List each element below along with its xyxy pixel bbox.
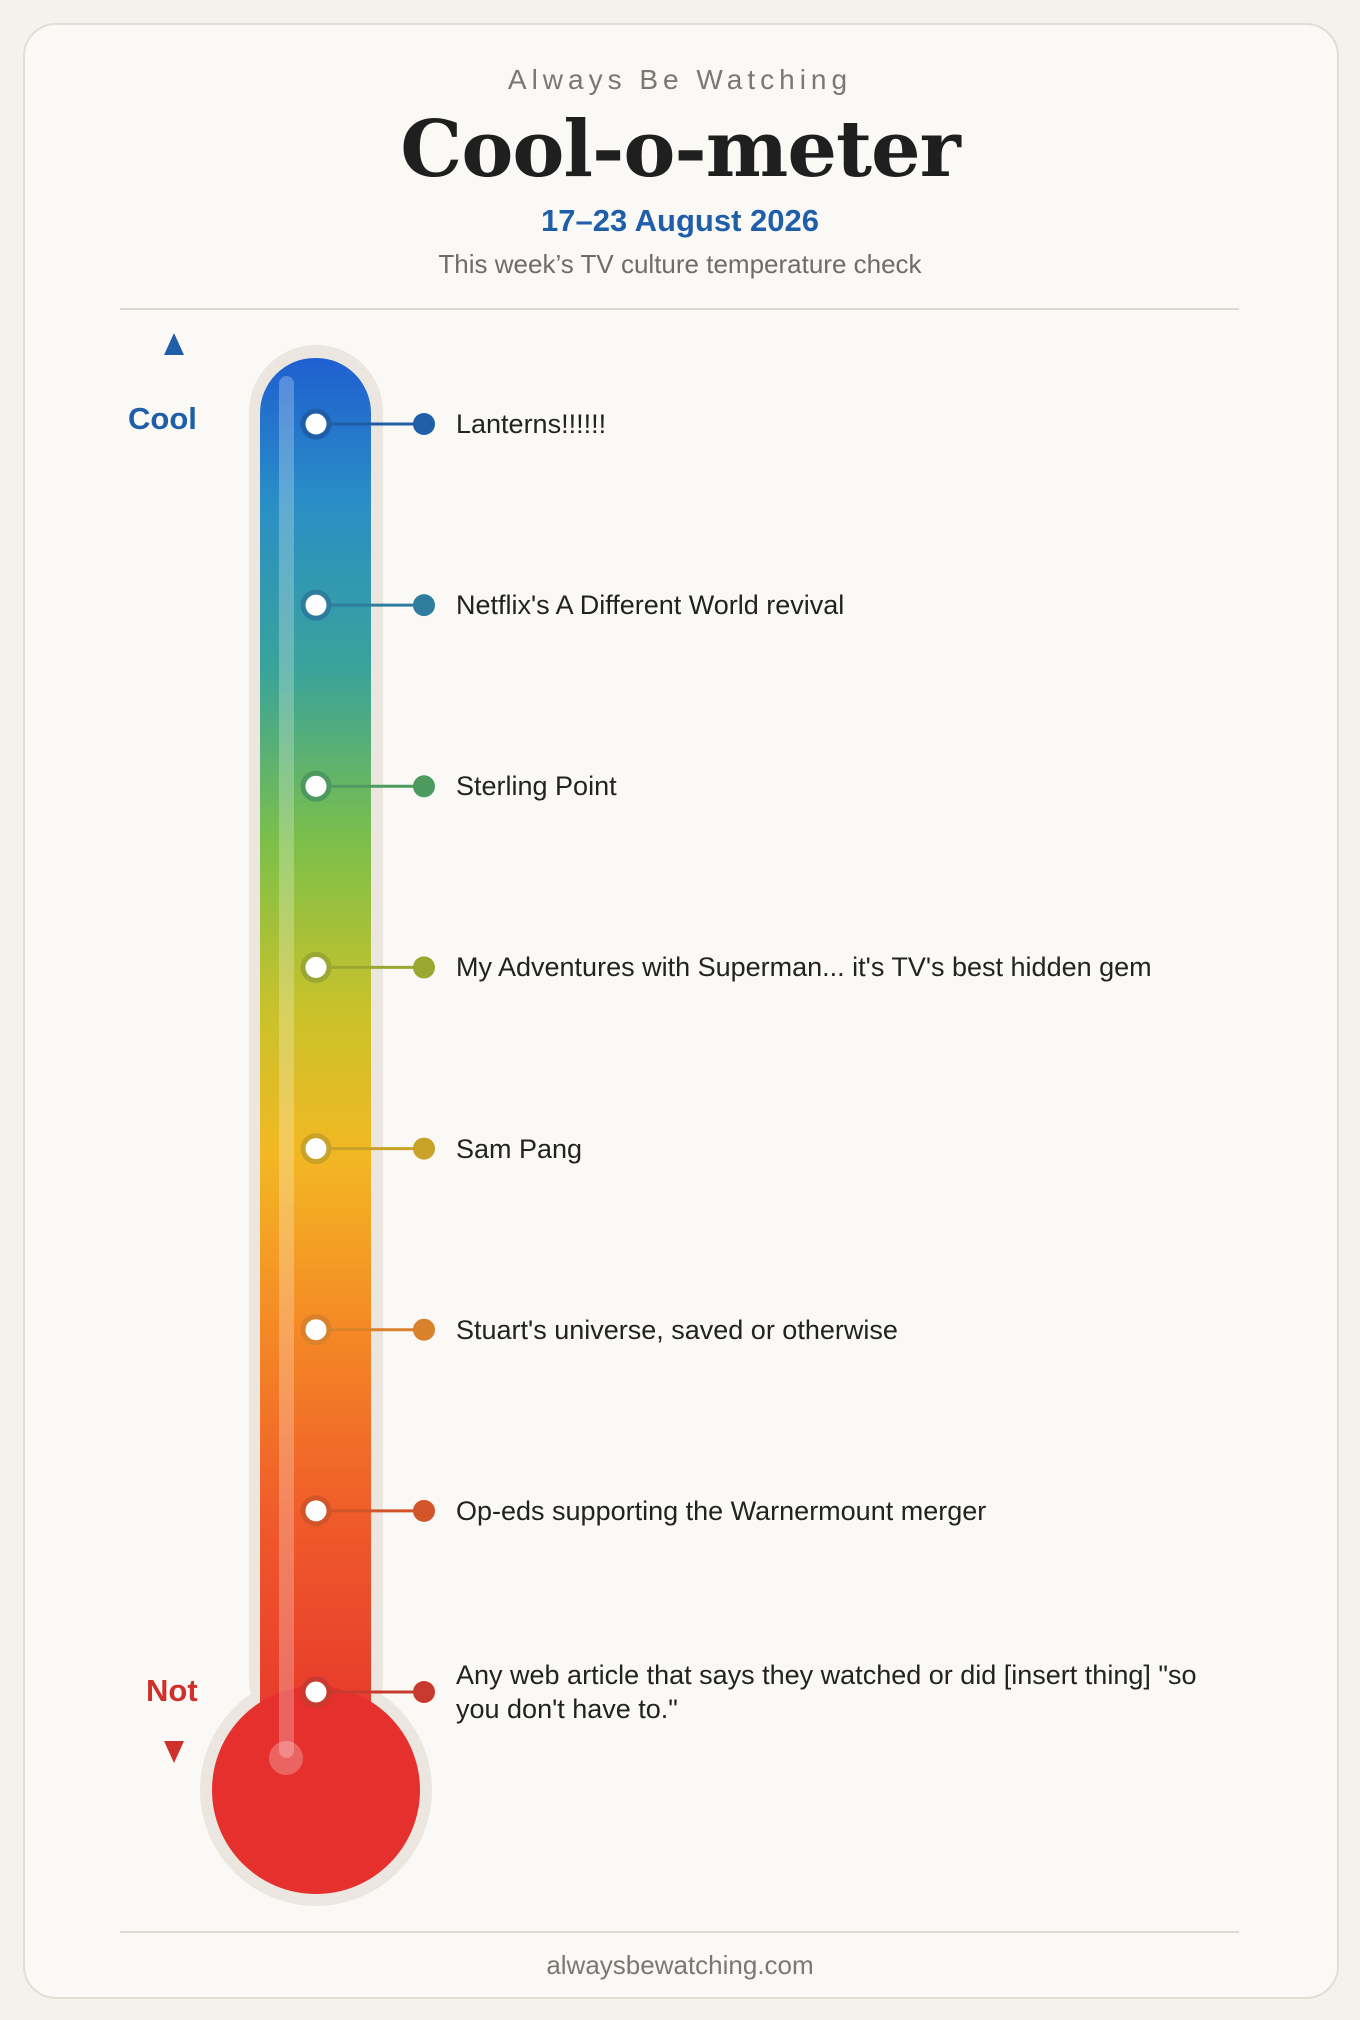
card xyxy=(23,23,1339,1999)
divider xyxy=(120,1931,1239,1933)
item-text: Op-eds supporting the Warnermount merger xyxy=(456,1495,987,1526)
marker-ring xyxy=(300,1676,332,1708)
marker-dot xyxy=(413,1499,435,1522)
down-arrow xyxy=(164,1741,184,1763)
title: Cool-o-meter xyxy=(400,104,960,195)
kicker: Always Be Watching xyxy=(507,64,853,95)
marker-ring xyxy=(300,408,332,440)
marker-ring xyxy=(300,589,332,621)
marker-ring xyxy=(300,1314,332,1346)
date: 17–23 August 2026 xyxy=(540,203,819,238)
tube xyxy=(260,358,371,1778)
divider xyxy=(120,308,1239,310)
marker-ring xyxy=(300,1133,332,1165)
item-text: Stuart's universe, saved or otherwise xyxy=(456,1314,898,1345)
item-text: Netflix's A Different World revival xyxy=(456,590,845,621)
scale-top: Cool xyxy=(128,401,197,436)
item-text: Lanterns!!!!!! xyxy=(456,409,607,439)
up-arrow xyxy=(164,333,184,355)
item-text: Sam Pang xyxy=(456,1133,583,1164)
marker-dot xyxy=(413,775,435,798)
subtitle: This week’s TV culture temperature check xyxy=(438,249,922,279)
marker-ring xyxy=(300,770,332,802)
bulb xyxy=(212,1686,420,1894)
marker-dot xyxy=(413,1318,435,1341)
item-text: My Adventures with Superman... it's TV's… xyxy=(456,952,1152,983)
footer: alwaysbewatching.com xyxy=(546,1950,814,1980)
marker-dot xyxy=(413,413,435,435)
highlight xyxy=(279,376,294,1758)
scale-bottom: Not xyxy=(146,1673,198,1708)
item-text: Any web article that says they watched o… xyxy=(456,1660,1197,1724)
item-text: Sterling Point xyxy=(456,771,617,802)
marker-dot xyxy=(413,594,435,617)
marker-dot xyxy=(413,1681,435,1703)
marker-dot xyxy=(413,1137,435,1160)
marker-ring xyxy=(300,1495,332,1527)
marker-ring xyxy=(300,951,332,983)
marker-dot xyxy=(413,956,435,979)
highlight xyxy=(269,1741,303,1775)
